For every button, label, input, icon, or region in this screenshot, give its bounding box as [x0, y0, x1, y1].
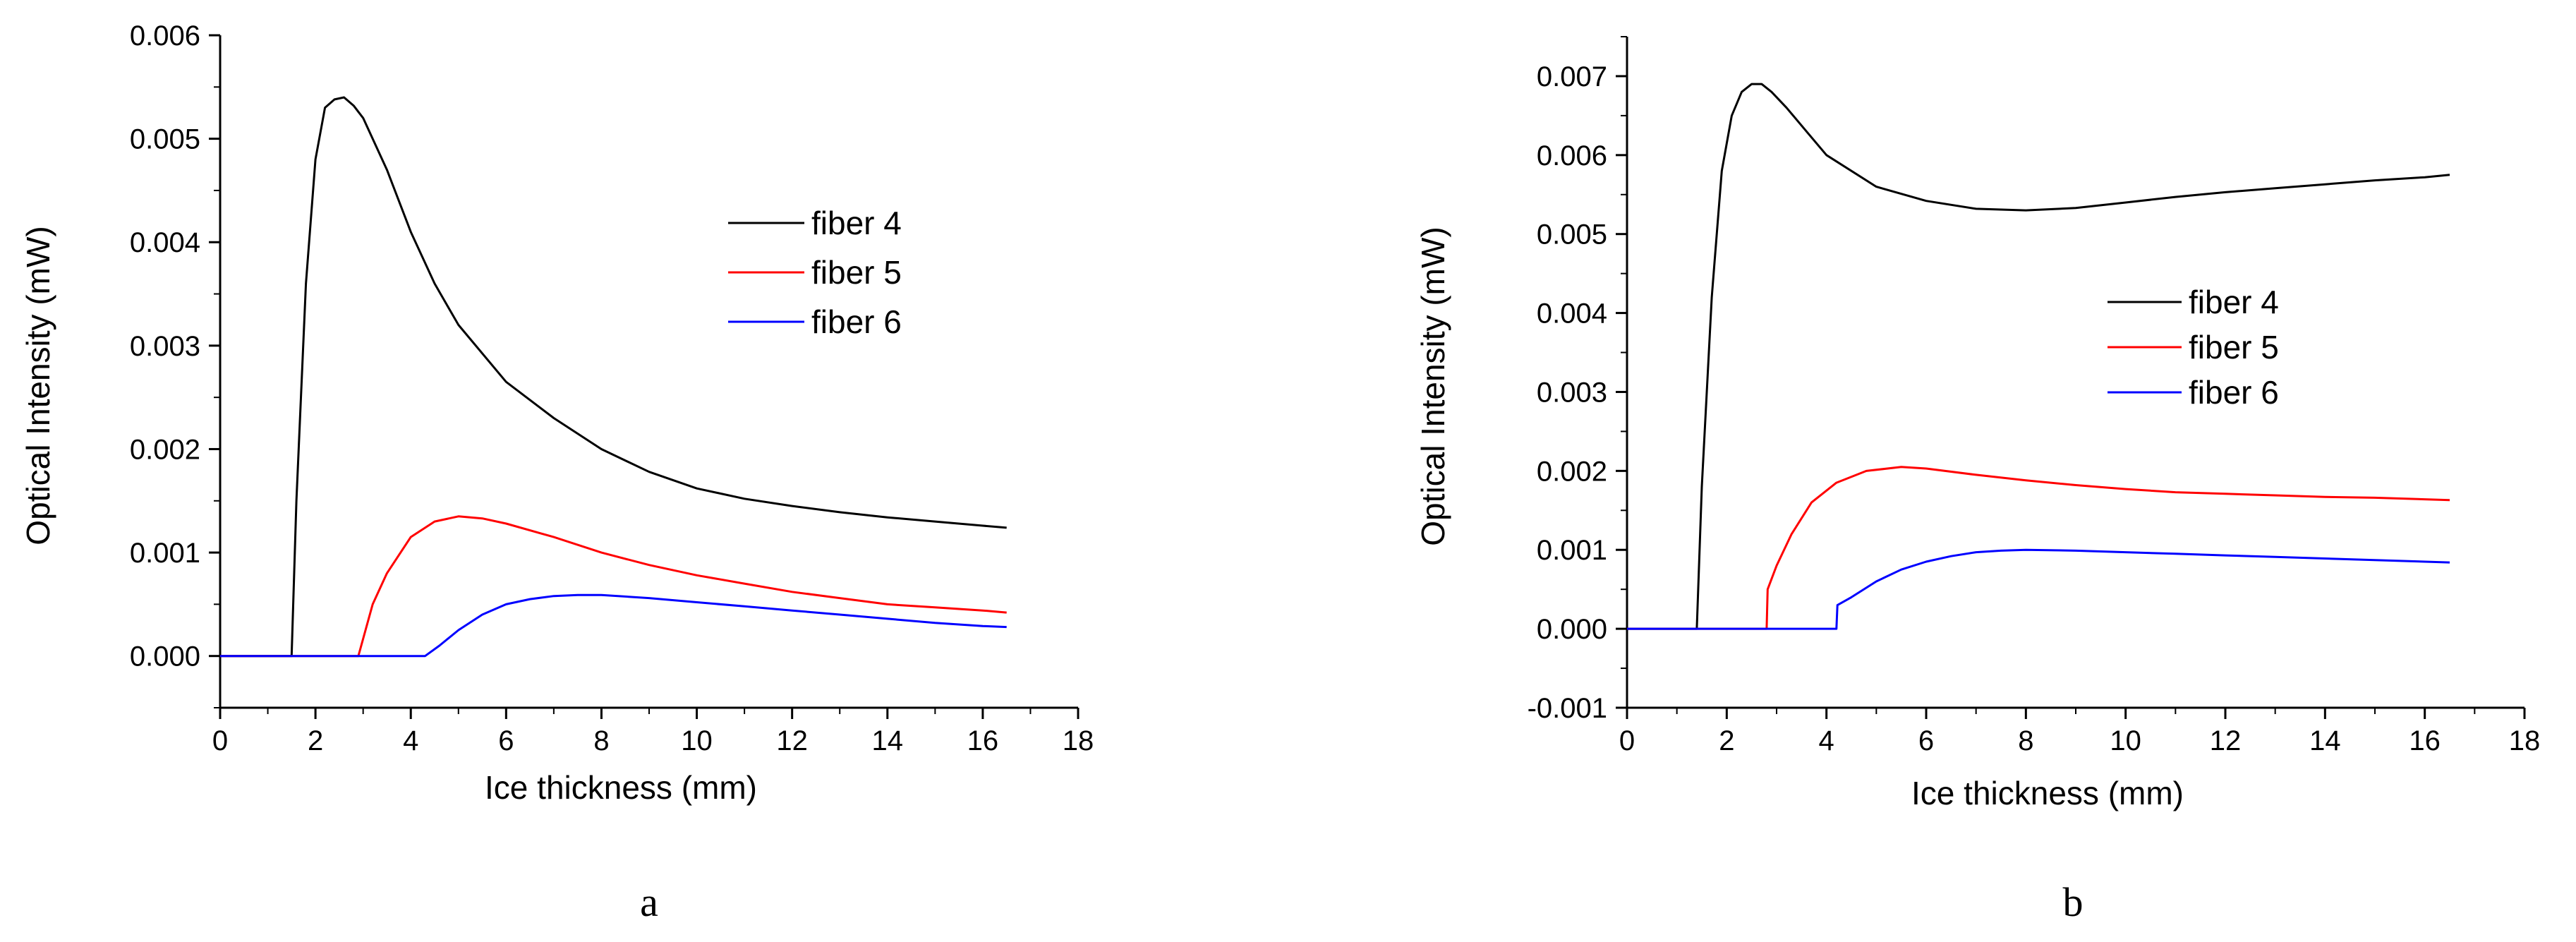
series-line-fiber-4	[1627, 83, 2450, 630]
legend-label: fiber 4	[811, 205, 902, 241]
x-tick-label: 2	[308, 725, 323, 756]
y-tick-label: 0.001	[130, 538, 200, 569]
x-axis-title: Ice thickness (mm)	[1911, 775, 2184, 811]
y-tick-label: 0.000	[130, 641, 200, 672]
x-tick-label: 16	[2409, 725, 2441, 756]
x-tick-label: 18	[2509, 725, 2541, 756]
legend-label: fiber 5	[2189, 329, 2279, 366]
y-tick-label: 0.006	[130, 20, 200, 52]
series-line-fiber-5	[220, 515, 1007, 658]
y-tick-label: 0.003	[130, 331, 200, 362]
y-tick-label: 0.005	[130, 124, 200, 155]
x-tick-label: 10	[2110, 725, 2141, 756]
x-tick-label: 12	[2210, 725, 2242, 756]
panel-caption: a	[640, 879, 658, 925]
y-tick-label: 0.000	[1537, 614, 1607, 645]
x-tick-label: 6	[1918, 725, 1934, 756]
legend-label: fiber 6	[2189, 374, 2279, 411]
x-tick-label: 2	[1719, 725, 1734, 756]
y-axis-title: Optical Intensity (mW)	[1415, 227, 1451, 545]
series-line-fiber-5	[1627, 466, 2450, 630]
x-tick-label: 16	[967, 725, 999, 756]
series-line-fiber-4	[220, 96, 1007, 658]
x-tick-label: 8	[593, 725, 609, 756]
x-tick-label: 4	[1819, 725, 1834, 756]
x-tick-label: 14	[2309, 725, 2341, 756]
panel-caption: b	[2063, 879, 2084, 925]
x-tick-label: 14	[872, 725, 904, 756]
x-tick-label: 0	[212, 725, 228, 756]
y-tick-label: 0.007	[1537, 61, 1607, 92]
y-tick-label: 0.002	[1537, 456, 1607, 487]
x-tick-label: 4	[403, 725, 418, 756]
x-axis-title: Ice thickness (mm)	[485, 769, 757, 806]
y-tick-label: 0.004	[130, 227, 200, 258]
legend-label: fiber 5	[811, 254, 902, 291]
x-tick-label: 8	[2018, 725, 2033, 756]
series-line-fiber-6	[1627, 548, 2450, 630]
x-tick-label: 6	[498, 725, 514, 756]
x-tick-label: 12	[776, 725, 808, 756]
y-tick-label: 0.003	[1537, 377, 1607, 408]
y-tick-label: 0.002	[130, 434, 200, 465]
x-tick-label: 18	[1063, 725, 1094, 756]
chart-b: 0 2 4 6 8 10 12 14 16 18 -0.001 0.000 0.001 0.002 0.00…	[1415, 36, 2541, 925]
y-tick-label: 0.005	[1537, 219, 1607, 250]
legend-label: fiber 4	[2189, 284, 2279, 320]
legend-label: fiber 6	[811, 303, 902, 340]
x-tick-label: 10	[681, 725, 713, 756]
y-tick-label: 0.004	[1537, 298, 1607, 330]
x-tick-label: 0	[1619, 725, 1635, 756]
y-axis-title: Optical Intensity (mW)	[20, 226, 56, 545]
y-tick-label: -0.001	[1528, 693, 1607, 724]
y-tick-label: 0.001	[1537, 535, 1607, 566]
series-line-fiber-6	[220, 593, 1007, 658]
y-tick-label: 0.006	[1537, 140, 1607, 171]
chart-a: 0 2 4 6 8 10 12 14 16 18 0.000 0.001 0.002 0.003 0.004…	[20, 20, 1094, 925]
